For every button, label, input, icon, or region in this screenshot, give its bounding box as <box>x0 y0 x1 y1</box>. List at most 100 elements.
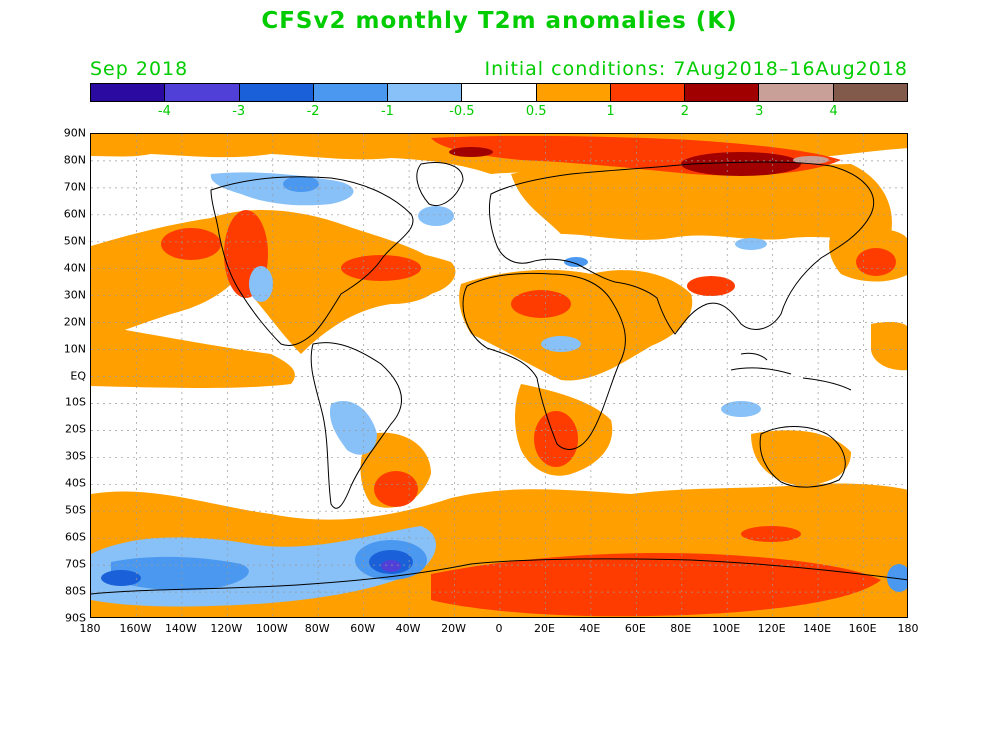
latitude-label: 40S <box>65 476 86 490</box>
longitude-label: 100W <box>255 622 288 635</box>
europe-cold <box>564 257 588 267</box>
latitude-label: 40N <box>63 261 86 275</box>
longitude-label: 140W <box>164 622 197 635</box>
colorbar-label: -0.5 <box>449 104 475 119</box>
latitude-label: 90S <box>65 611 86 625</box>
southern-africa-red <box>534 411 578 467</box>
sahara-red <box>511 290 571 318</box>
anomaly-field <box>91 134 907 617</box>
latitude-label: 80N <box>63 153 86 167</box>
longitude-label: 160W <box>119 622 152 635</box>
colorbar-label: 0.5 <box>525 104 547 119</box>
longitude-label: 0 <box>495 622 503 635</box>
latitude-label: 90N <box>63 126 86 140</box>
latitude-label: 60N <box>63 207 86 221</box>
south-america-coast <box>310 342 402 509</box>
weddell-extreme-cold <box>381 560 401 572</box>
latitude-label: 80S <box>65 584 86 598</box>
longitude-label: 60W <box>350 622 376 635</box>
colorbar <box>90 83 908 102</box>
northeast-pacific-red <box>161 228 221 260</box>
north-atlantic-red <box>341 255 421 281</box>
colorbar-label: 1 <box>606 104 615 119</box>
antarctica-coast <box>91 558 907 595</box>
latitude-label: 30S <box>65 449 86 463</box>
latitude-label: 20N <box>63 315 86 329</box>
colorbar-label: -3 <box>232 104 246 119</box>
latitude-label: 70N <box>63 180 86 194</box>
extreme-warm-anomalies <box>793 156 829 164</box>
australia-warm <box>751 430 851 486</box>
australia-coast <box>759 426 846 488</box>
maritime-cold <box>721 401 761 417</box>
latitude-label: EQ <box>70 369 86 382</box>
longitude-label: 40E <box>579 622 601 635</box>
arctic-extreme <box>793 156 829 164</box>
rockies-cold <box>249 266 273 302</box>
cold-anomaly-fields <box>91 172 907 607</box>
maritime-islands-coast <box>730 352 852 391</box>
longitude-label: 120W <box>210 622 243 635</box>
longitude-label: 20E <box>533 622 555 635</box>
colorbar-labels: -4 -3 -2 -1 -0.5 0.5 1 2 3 4 <box>90 104 908 122</box>
east-pacific-warm <box>871 322 907 371</box>
longitude-label: 80W <box>304 622 330 635</box>
latitude-label: 70S <box>65 557 86 571</box>
north-america-warm <box>211 210 444 354</box>
south-atlantic-red <box>374 471 418 507</box>
colorbar-label: 4 <box>829 104 838 119</box>
equatorial-pacific-warm <box>91 324 295 388</box>
colorbar-cell <box>165 84 240 101</box>
siberia-dark-red <box>681 152 801 176</box>
latitude-label: 50N <box>63 234 86 248</box>
north-atlantic-cold <box>418 206 454 226</box>
longitude-label: 20W <box>441 622 466 635</box>
initial-conditions-label: Initial conditions: 7Aug2018–16Aug2018 <box>484 58 908 80</box>
coastlines <box>91 161 907 595</box>
colorbar-label: -1 <box>380 104 394 119</box>
colorbar-label: -4 <box>157 104 171 119</box>
longitude-label: 180 <box>897 622 919 635</box>
anomaly-map <box>90 133 908 618</box>
north-america-coast <box>210 176 414 347</box>
longitude-label: 140E <box>803 622 832 635</box>
colorbar-cell <box>91 84 166 101</box>
valid-month-label: Sep 2018 <box>90 58 189 80</box>
colorbar-cell <box>536 84 611 101</box>
colorbar-cell <box>610 84 686 101</box>
greenland-cold <box>283 176 319 192</box>
latitude-label: 50S <box>65 503 86 517</box>
longitude-label: 40W <box>395 622 421 635</box>
longitude-label: 160E <box>848 622 877 635</box>
longitude-label: 80E <box>670 622 692 635</box>
colorbar-cell <box>685 84 760 101</box>
colorbar-cell <box>759 84 834 101</box>
colorbar-cell <box>313 84 389 101</box>
colorbar-cell <box>833 84 907 101</box>
colorbar-label: -2 <box>306 104 320 119</box>
ross-cold <box>101 570 141 586</box>
antarctic-red <box>431 552 881 617</box>
longitude-label: 120E <box>757 622 786 635</box>
latitude-label: 20S <box>65 422 86 436</box>
asia-red <box>687 276 735 296</box>
eurasia-coast <box>488 161 875 335</box>
latitude-axis: 90N 80N 70N 60N 50N 40N 30N 20N 10N EQ 10S 20S 30S 40… <box>50 127 86 625</box>
latitude-label: 30N <box>63 288 86 302</box>
longitude-axis: 180 160W 140W 120W 100W 80W 60W 40W 20W 0 20E 40E 60… <box>80 622 919 638</box>
africa-coast <box>462 272 626 450</box>
greenland-coast <box>416 162 464 206</box>
colorbar-cell <box>388 84 463 101</box>
sahel-cold <box>541 336 581 352</box>
colorbar-cell <box>462 84 537 101</box>
map-title: CFSv2 monthly T2m anomalies (K) <box>261 8 738 34</box>
latitude-label: 60S <box>65 530 86 544</box>
strong-warm-anomalies <box>161 135 896 617</box>
colorbar-label: 3 <box>755 104 764 119</box>
eurasia-warm <box>511 164 892 240</box>
west-pacific-red <box>856 248 896 276</box>
colorbar-label: 2 <box>680 104 690 119</box>
longitude-label: 180 <box>79 622 101 635</box>
latitude-label: 10N <box>63 342 86 356</box>
southern-ocean-red <box>741 526 801 542</box>
